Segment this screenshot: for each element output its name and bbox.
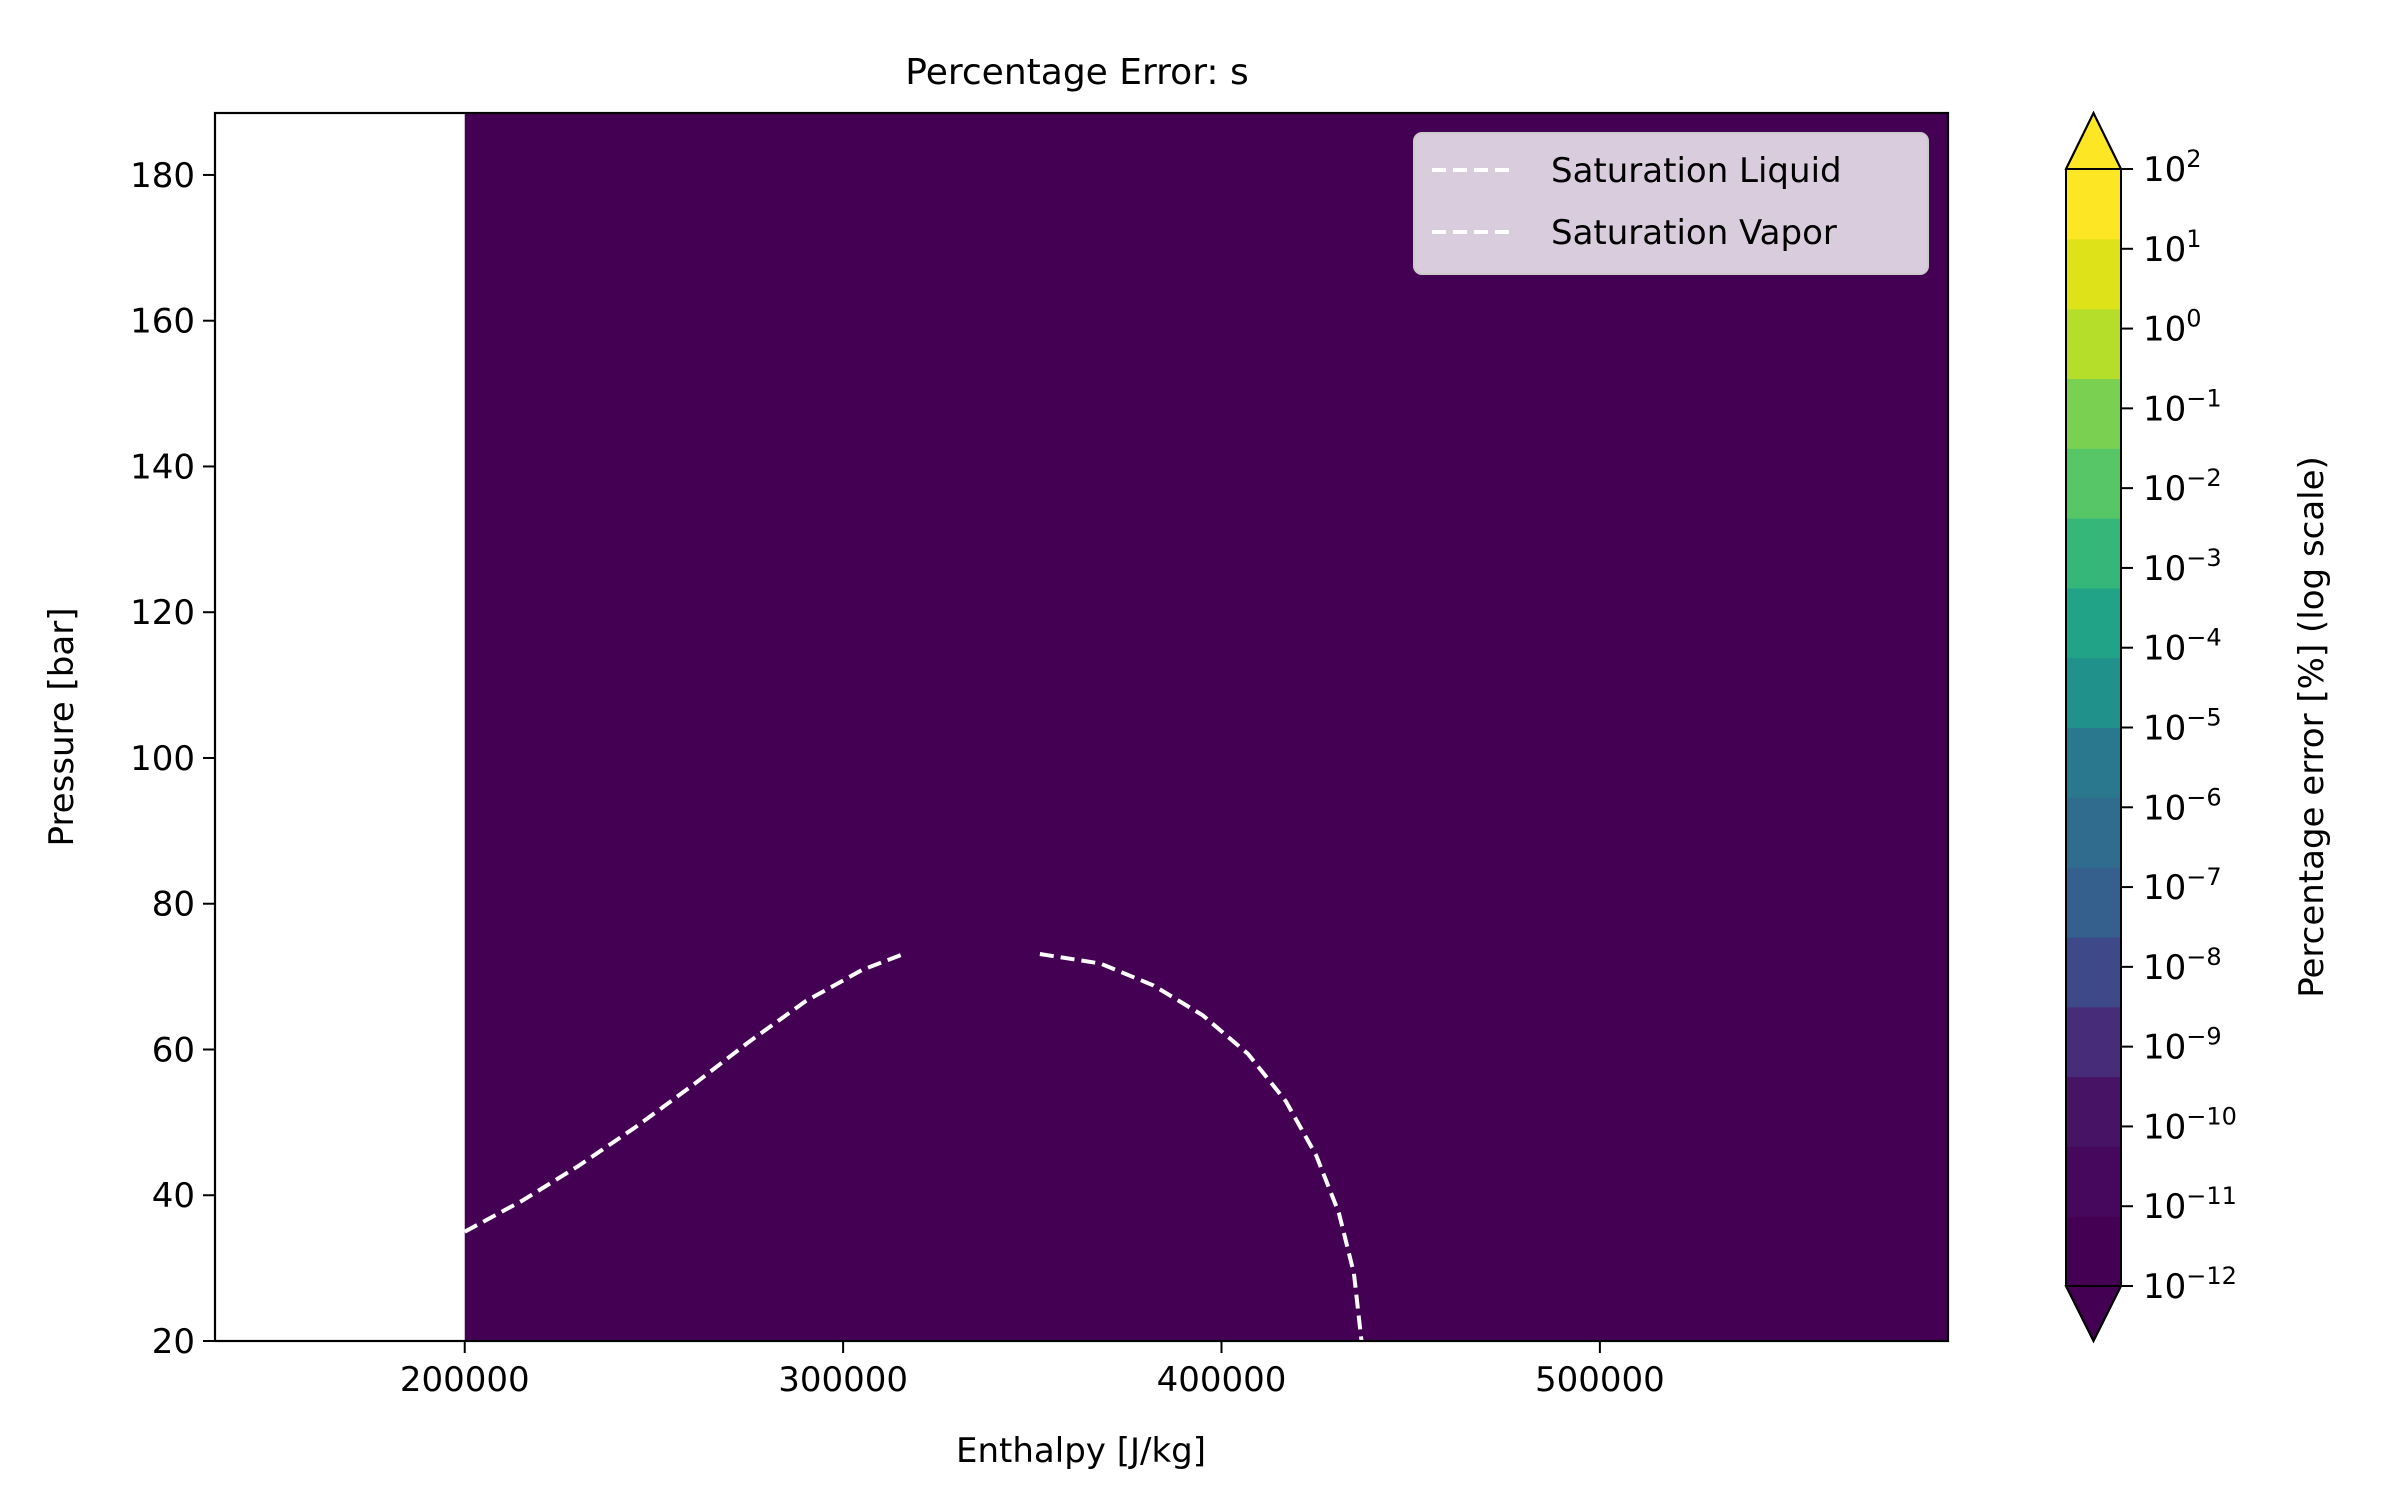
colorbar-band bbox=[2066, 1216, 2121, 1287]
series-line-saturation-vapor bbox=[1039, 952, 1364, 1342]
colorbar-tick-label: 10−1 bbox=[2143, 384, 2222, 429]
colorbar-band bbox=[2066, 1076, 2121, 1147]
x-axis: 200000 300000 400000 500000 bbox=[400, 1341, 1665, 1400]
y-tick-label: 180 bbox=[130, 156, 195, 196]
colorbar-tick-label: 102 bbox=[2143, 145, 2202, 190]
colorbar-tick-label: 10−7 bbox=[2143, 863, 2222, 908]
colorbar-band bbox=[2066, 1006, 2121, 1078]
legend-label-saturation-liquid: Saturation Liquid bbox=[1551, 151, 1842, 191]
colorbar-band bbox=[2066, 169, 2121, 240]
legend-label-saturation-vapor: Saturation Vapor bbox=[1551, 213, 1837, 253]
colorbar-tick-label: 10−2 bbox=[2143, 464, 2222, 509]
colorbar-bands bbox=[2066, 169, 2121, 1287]
colorbar-band bbox=[2066, 727, 2121, 798]
colorbar-tick-label: 10−5 bbox=[2143, 704, 2222, 749]
axes-frame bbox=[213, 111, 1950, 1343]
y-tick-label: 120 bbox=[130, 593, 195, 633]
y-tick-label: 100 bbox=[130, 739, 195, 779]
y-tick-label: 160 bbox=[130, 302, 195, 342]
colorbar-tick-label: 10−3 bbox=[2143, 544, 2222, 589]
colorbar-tick-label: 10−11 bbox=[2143, 1182, 2237, 1227]
colorbar: 102 101 100 10−1 10−2 10−3 10−4 10−5 10−6 10−7 10−… bbox=[2064, 110, 2332, 1344]
colorbar-band bbox=[2066, 797, 2121, 868]
saturation-curves bbox=[463, 952, 1364, 1342]
y-tick-label: 80 bbox=[152, 885, 195, 925]
colorbar-band bbox=[2066, 867, 2121, 938]
colorbar-band bbox=[2066, 448, 2121, 519]
chart-title: Percentage Error: s bbox=[905, 52, 1248, 93]
legend-box bbox=[1413, 132, 1929, 275]
colorbar-tick-label: 100 bbox=[2143, 305, 2202, 350]
plot-area bbox=[213, 111, 1950, 1343]
colorbar-band bbox=[2066, 657, 2121, 729]
y-tick-label: 40 bbox=[152, 1176, 195, 1216]
error-filled-region bbox=[464, 113, 1948, 1341]
colorbar-tick-label: 10−12 bbox=[2143, 1262, 2237, 1307]
y-axis: 20 40 60 80 100 120 140 160 180 bbox=[130, 156, 215, 1362]
x-tick-label: 300000 bbox=[778, 1360, 908, 1400]
colorbar-band bbox=[2066, 238, 2121, 310]
colorbar-band bbox=[2066, 518, 2121, 589]
series-line-saturation-liquid bbox=[463, 952, 905, 1234]
colorbar-band bbox=[2066, 1146, 2121, 1217]
x-axis-label: Enthalpy [J/kg] bbox=[956, 1431, 1206, 1471]
colorbar-ticks: 102 101 100 10−1 10−2 10−3 10−4 10−5 10−6 10−7 10−… bbox=[2121, 145, 2237, 1307]
colorbar-band bbox=[2066, 308, 2121, 380]
x-tick-label: 500000 bbox=[1535, 1360, 1665, 1400]
colorbar-tick-label: 10−6 bbox=[2143, 783, 2222, 828]
colorbar-tick-label: 10−8 bbox=[2143, 943, 2222, 988]
x-tick-label: 200000 bbox=[400, 1360, 530, 1400]
y-tick-label: 140 bbox=[130, 447, 195, 487]
y-tick-label: 20 bbox=[152, 1322, 195, 1362]
colorbar-band bbox=[2066, 378, 2121, 449]
colorbar-tick-label: 10−9 bbox=[2143, 1023, 2222, 1068]
y-axis-label: Pressure [bar] bbox=[42, 608, 82, 847]
colorbar-label: Percentage error [%] (log scale) bbox=[2292, 456, 2332, 998]
colorbar-band bbox=[2066, 936, 2121, 1008]
colorbar-band bbox=[2066, 587, 2121, 659]
legend: Saturation Liquid Saturation Vapor bbox=[1413, 132, 1929, 275]
y-tick-label: 60 bbox=[152, 1030, 195, 1070]
colorbar-tick-label: 10−4 bbox=[2143, 624, 2222, 669]
colorbar-tick-label: 101 bbox=[2143, 225, 2202, 270]
colorbar-tick-label: 10−10 bbox=[2143, 1102, 2237, 1147]
x-tick-label: 400000 bbox=[1157, 1360, 1287, 1400]
